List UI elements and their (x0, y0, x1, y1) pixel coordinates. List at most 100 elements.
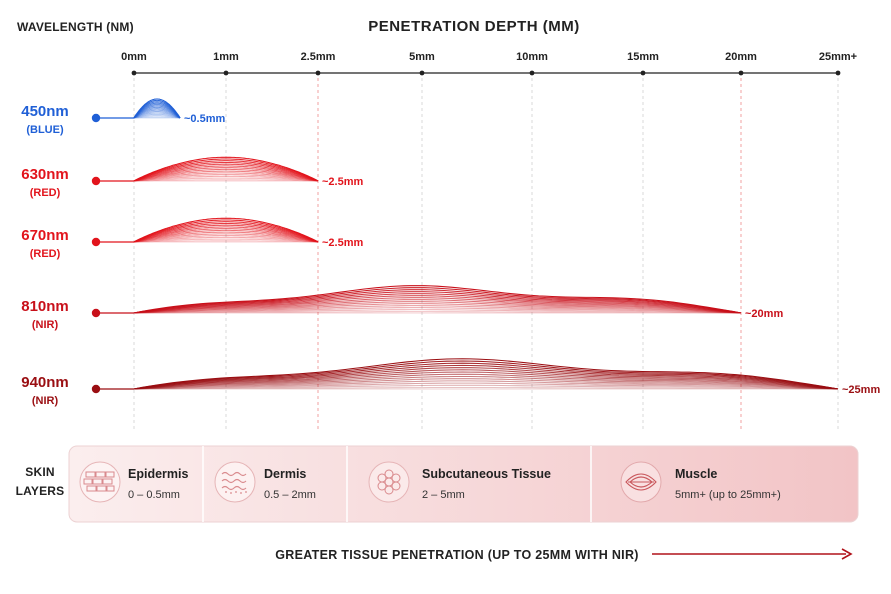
beam-strand (133, 295, 742, 314)
layer-muscle: Muscle 5mm+ (up to 25mm+) (620, 461, 781, 503)
wavelength-row-810nm: 810nm (NIR) ~20mm (21, 285, 783, 331)
axis-tick-label: 5mm (409, 51, 435, 63)
beam-strand (133, 375, 839, 390)
beam-strand (133, 384, 839, 390)
wavelength-band-label: (NIR) (32, 319, 59, 331)
beam-strand (133, 386, 839, 390)
wavelength-band-label: (RED) (30, 248, 61, 260)
axis-tick-dot (529, 70, 535, 76)
beam-strand (133, 285, 742, 314)
beam-strand (133, 177, 319, 182)
beam-strand (133, 217, 319, 243)
beam-strand (133, 380, 839, 390)
axis-tick-label: 25mm+ (819, 51, 857, 63)
beam-strand (133, 303, 742, 314)
wavelength-label: 670nm (21, 227, 69, 244)
beam-strand (133, 168, 319, 182)
epidermis-icon (79, 461, 121, 503)
beam-strand (133, 289, 742, 314)
layer-range: 0 – 0.5mm (128, 489, 180, 501)
beam-strand (133, 229, 319, 243)
wavelength-row-940nm: 940nm (NIR) ~25mm (21, 358, 880, 407)
beam-strand (133, 160, 319, 182)
layer-name: Dermis (264, 467, 306, 481)
beam-strand (133, 170, 319, 182)
layer-range: 2 – 5mm (422, 489, 465, 501)
arrow-head-icon (841, 548, 853, 560)
wavelength-axis-label: WAVELENGTH (NM) (17, 20, 134, 34)
beam-strand (133, 226, 319, 243)
axis-tick-label: 15mm (627, 51, 659, 63)
beam-strand (133, 362, 839, 390)
beam-strand (133, 113, 181, 119)
beam-strand (133, 311, 742, 314)
beam-strand (133, 172, 319, 182)
beam-strand (133, 99, 181, 119)
beam-strand (133, 106, 181, 119)
wavelength-beams: 450nm (BLUE) ~0.5mm 630nm (RED) ~2.5mm 670nm (R… (21, 98, 880, 407)
beam-strand (133, 373, 839, 390)
layer-name: Muscle (675, 467, 717, 481)
beam-strand (133, 101, 181, 119)
depth-end-label: ~0.5mm (184, 113, 225, 125)
beam-strand (133, 291, 742, 314)
fat-cells-icon (368, 461, 410, 503)
beam-strand (133, 233, 319, 243)
beam-strand (133, 174, 319, 182)
skin-layers-section: SKIN LAYERS Epidermis 0 – 0.5mm (16, 445, 859, 523)
beam-strand (133, 219, 319, 243)
axis-tick-label: 20mm (725, 51, 757, 63)
beam-strand (133, 301, 742, 314)
axis-tick-label: 0mm (121, 51, 147, 63)
axis-tick-dot (315, 70, 321, 76)
beam-strand (133, 305, 742, 314)
beam-strand (133, 297, 742, 314)
wavelength-row-670nm: 670nm (RED) ~2.5mm (21, 217, 363, 260)
beam-strand (133, 382, 839, 390)
penetration-caption: GREATER TISSUE PENETRATION (UP TO 25MM W… (275, 548, 639, 562)
dermis-icon (214, 461, 256, 503)
beam-strand (133, 369, 839, 390)
beam-strand (133, 156, 319, 182)
beam-strand (133, 238, 319, 243)
axis-tick-dot (640, 70, 646, 76)
beam-strand (133, 161, 319, 182)
beam-strand (133, 167, 319, 182)
axis-tick-label: 1mm (213, 51, 239, 63)
beam-strand (133, 163, 319, 182)
beam-strand (133, 378, 839, 390)
skin-layers-label-line2: LAYERS (16, 484, 65, 498)
wavelength-label: 940nm (21, 374, 69, 391)
axis-tick-dot (835, 70, 841, 76)
beam-strand (133, 102, 181, 119)
beam-strand (133, 367, 839, 390)
beam-strand (133, 175, 319, 182)
muscle-icon (620, 461, 662, 503)
beam-strand (133, 224, 319, 243)
beam-strand (134, 116, 180, 119)
layer-name: Epidermis (128, 467, 188, 481)
layer-range: 0.5 – 2mm (264, 489, 316, 501)
axis-tick-dot (131, 70, 137, 76)
beam-strand (133, 358, 839, 390)
beam-strand (133, 228, 319, 243)
beam-strand (133, 108, 181, 119)
beam-strand (133, 240, 319, 243)
depth-end-label: ~20mm (745, 308, 783, 320)
beam-strand (133, 360, 839, 390)
beam-strand (133, 309, 742, 314)
wavelength-label: 450nm (21, 103, 69, 120)
wavelength-label: 630nm (21, 166, 69, 183)
skin-layers-panel (68, 445, 859, 523)
axis-tick-dot (738, 70, 744, 76)
beam-strand (133, 115, 181, 119)
axis-tick-label: 2.5mm (301, 51, 336, 63)
wavelength-band-label: (RED) (30, 187, 61, 199)
beam-strand (133, 236, 319, 243)
beam-strand (133, 293, 742, 314)
beam-strand (133, 235, 319, 243)
beam-strand (133, 112, 181, 119)
beam-strand (133, 222, 319, 243)
layer-range: 5mm+ (up to 25mm+) (675, 489, 781, 501)
